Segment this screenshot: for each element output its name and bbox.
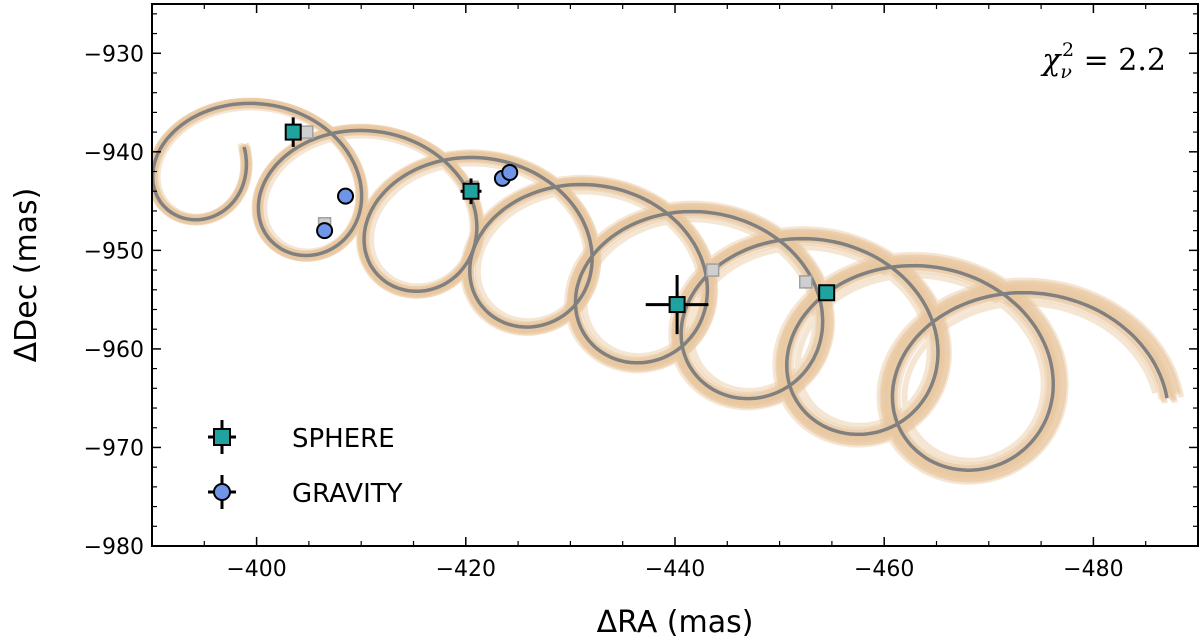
legend-label-sphere: SPHERE (292, 424, 395, 454)
model-position-marker (799, 275, 813, 289)
y-tick-label: −970 (84, 436, 144, 461)
chi-superscript: 2 (1062, 39, 1074, 61)
chi-squared-annotation: χν2 = 2.2 (1040, 39, 1166, 83)
legend-label-gravity: GRAVITY (292, 479, 403, 509)
y-tick-label: −940 (84, 141, 144, 166)
sphere-point (818, 284, 836, 302)
plot-frame (151, 3, 1199, 547)
sphere-point (462, 182, 480, 200)
y-tick-label: −930 (84, 42, 144, 67)
legend-gravity-marker (213, 483, 231, 501)
orbit-line (152, 101, 1169, 472)
model-position-marker (300, 125, 314, 139)
posterior-orbit-line (152, 101, 1165, 469)
legend-sphere-marker (213, 428, 231, 446)
model-position-marker (705, 263, 720, 277)
gravity-point (337, 187, 355, 205)
x-axis-title: ΔRA (mas) (597, 605, 754, 640)
gravity-point (316, 222, 334, 240)
x-tick-label: −420 (436, 557, 496, 582)
chi-symbol: χ (1040, 43, 1062, 78)
axes: −400 −420 −440 −460 −480 −930 −940 −950 −960 −970… (84, 3, 1199, 582)
chi-subscript: ν (1060, 61, 1072, 83)
data-points (284, 117, 836, 335)
x-tick-label: −440 (645, 557, 705, 582)
y-tick-label: −980 (84, 535, 144, 560)
posterior-orbit-line (154, 104, 1158, 464)
x-tick-label: −480 (1063, 557, 1123, 582)
sphere-point (284, 123, 302, 141)
gravity-point (501, 164, 519, 182)
x-tick-label: −460 (854, 557, 914, 582)
y-tick-label: −960 (84, 338, 144, 363)
best-fit-orbit (152, 101, 1169, 472)
chi-value: = 2.2 (1074, 43, 1166, 78)
y-axis-title: ΔDec (mas) (9, 188, 44, 363)
y-tick-label: −950 (84, 239, 144, 264)
sphere-point (668, 296, 686, 314)
legend: SPHERE GRAVITY (208, 420, 403, 509)
x-tick-label: −400 (226, 557, 286, 582)
